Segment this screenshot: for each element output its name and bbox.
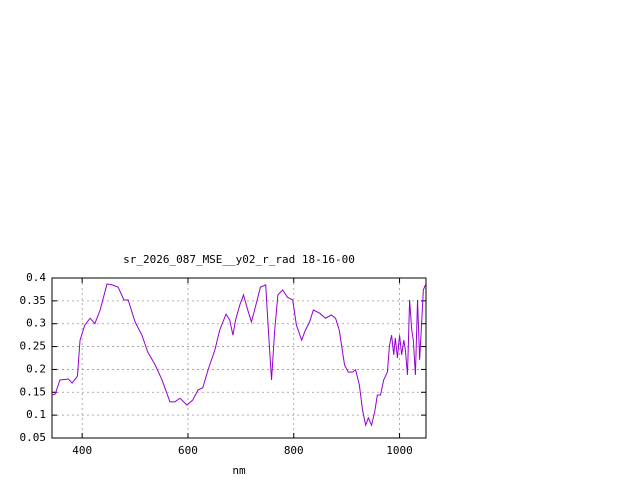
x-tick-label: 1000: [386, 444, 413, 457]
x-tick-label: 800: [284, 444, 304, 457]
x-axis-label: nm: [232, 464, 246, 477]
y-tick-label: 0.2: [26, 362, 46, 375]
y-tick-label: 0.25: [20, 340, 47, 353]
x-tick-label: 400: [72, 444, 92, 457]
y-tick-label: 0.15: [20, 385, 47, 398]
y-tick-label: 0.1: [26, 408, 46, 421]
y-tick-label: 0.35: [20, 294, 47, 307]
y-tick-label: 0.05: [20, 431, 47, 444]
x-tick-label: 600: [178, 444, 198, 457]
plot-frame: [51, 277, 427, 439]
data-line: [51, 283, 426, 428]
y-tick-label: 0.4: [26, 271, 46, 284]
chart-title: sr_2026_087_MSE__y02_r_rad 18-16-00: [123, 253, 355, 266]
y-tick-label: 0.3: [26, 317, 46, 330]
